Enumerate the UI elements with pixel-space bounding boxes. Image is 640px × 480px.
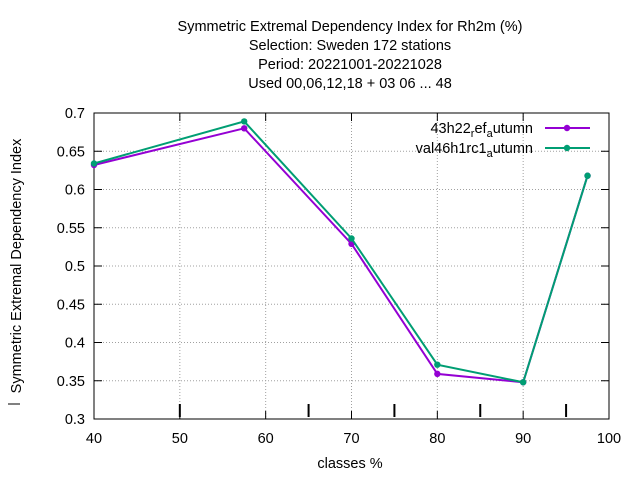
chart-title-line-1: Symmetric Extremal Dependency Index for … (177, 19, 523, 35)
x-tick-label-5: 90 (515, 431, 531, 447)
chart-title-line-3: Period: 20221001-20221028 (258, 57, 442, 73)
legend-marker-1 (563, 144, 571, 152)
data-point-1-3 (434, 361, 441, 368)
y-tick-label-0: 0.3 (65, 412, 85, 428)
y-tick-label-3: 0.45 (57, 297, 85, 313)
x-axis-label: classes % (317, 456, 383, 472)
y-tick-label-8: 0.7 (65, 106, 85, 122)
plot-border (93, 112, 610, 420)
x-tick-label-1: 50 (172, 431, 188, 447)
y-tick-label-5: 0.55 (57, 221, 85, 237)
x-tick-label-2: 60 (258, 431, 274, 447)
data-point-0-3 (434, 370, 441, 378)
chart-title-line-2: Selection: Sweden 172 stations (248, 38, 452, 54)
x-tick-label-0: 40 (86, 431, 102, 447)
y-tick-label-7: 0.65 (57, 144, 85, 160)
series-line-1 (93, 120, 589, 384)
legend-label-0: 43h22refautumn (430, 121, 533, 140)
x-tick-label-3: 70 (343, 431, 359, 447)
data-point-1-2 (348, 235, 355, 242)
data-point-1-5 (584, 172, 591, 179)
data-point-0-1 (241, 125, 248, 132)
legend-label-1: val46h1rc1autumn (416, 141, 533, 160)
x-tick-label-6: 100 (597, 431, 621, 447)
x-tick-label-4: 80 (429, 431, 445, 447)
data-point-1-4 (519, 379, 527, 386)
legend-marker-0 (563, 124, 571, 132)
y-tick-label-4: 0.5 (65, 259, 85, 275)
chart-title-line-4: Used 00,06,12,18 + 03 06 ... 48 (248, 76, 452, 92)
y-tick-label-1: 0.35 (57, 374, 85, 390)
data-point-1-0 (90, 160, 98, 167)
y-tick-label-6: 0.6 (65, 183, 85, 199)
y-tick-label-2: 0.4 (65, 336, 85, 352)
series-line-0 (93, 127, 589, 384)
data-point-1-1 (241, 118, 248, 125)
